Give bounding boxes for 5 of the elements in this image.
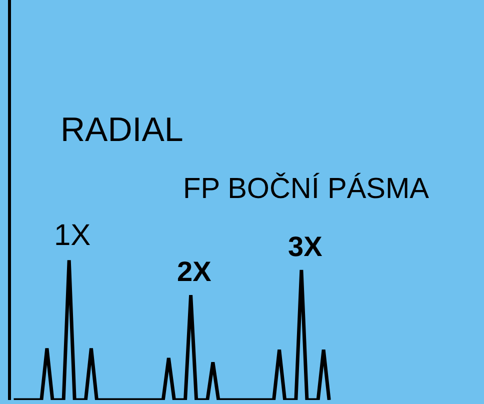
chart-subtitle: FP BOČNÍ PÁSMA [183,172,430,205]
annotation: 3X [288,231,323,262]
chart-title: RADIAL [60,111,184,150]
annotation: 2X [177,256,212,287]
text: 1X [54,219,91,252]
